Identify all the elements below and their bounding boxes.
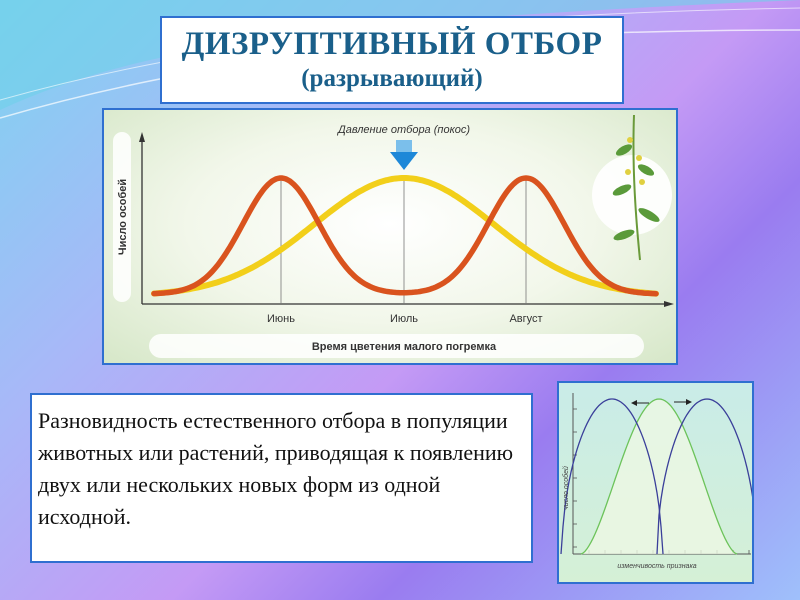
y-axis-arrow — [139, 132, 145, 142]
right-arrow-icon — [674, 399, 692, 405]
y-axis-label: число особей — [562, 466, 570, 510]
x-tick-label: Июль — [390, 313, 418, 325]
slide-subtitle: (разрывающий) — [301, 65, 483, 92]
blue-curve-left — [560, 398, 664, 555]
x-axis-label: Время цветения малого погремка — [312, 341, 497, 353]
green-curve — [580, 398, 738, 555]
x-tick-label: Август — [509, 313, 542, 325]
y-label-pill — [113, 132, 131, 302]
x-axis-label: изменчивость признака — [617, 563, 696, 570]
plant-illustration — [592, 114, 672, 261]
red-curve — [151, 175, 659, 297]
definition-text: Разновидность естественного отбора в поп… — [30, 393, 533, 563]
x-axis-arrow — [664, 301, 674, 307]
trait-variability-chart: число особей изменчивость признака — [557, 381, 754, 584]
down-arrow-icon — [390, 140, 418, 170]
blue-curve-right — [656, 398, 752, 555]
x-label-pill — [149, 334, 644, 358]
left-arrow-icon — [631, 400, 649, 406]
slide-title: ДИЗРУПТИВНЫЙ ОТБОР — [181, 26, 603, 62]
yellow-curve — [151, 175, 659, 297]
title-box: ДИЗРУПТИВНЫЙ ОТБОР (разрывающий) — [160, 16, 624, 104]
x-tick-label: Июнь — [267, 313, 295, 325]
annotation-label: Давление отбора (покос) — [336, 124, 470, 136]
flowering-time-chart: Число особей Время цветения малого погре… — [102, 108, 678, 365]
y-axis-label: Число особей — [117, 179, 129, 255]
